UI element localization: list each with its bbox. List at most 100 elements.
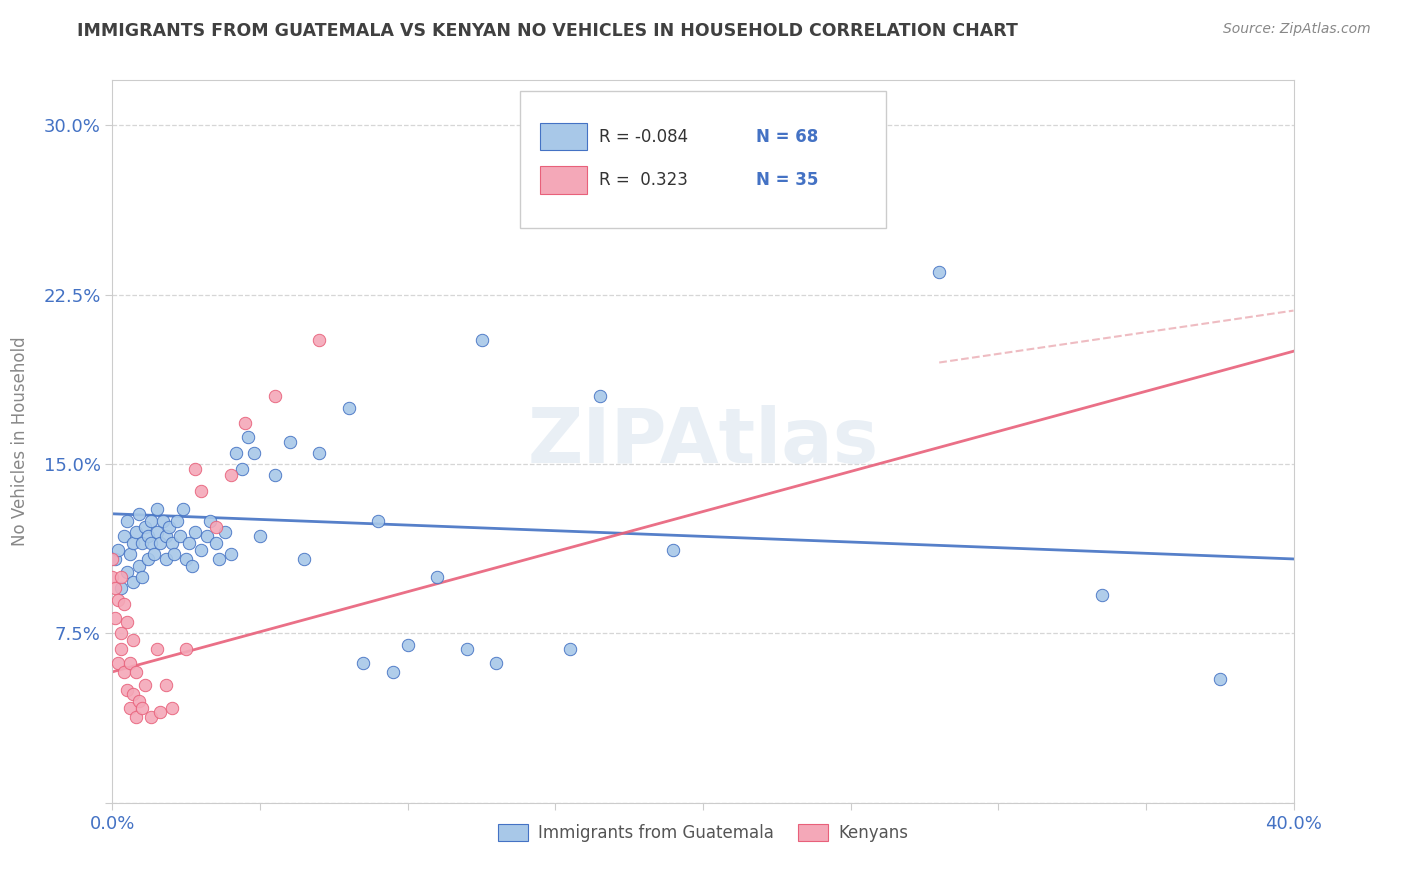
Point [233,417,256,431]
Point [308,446,330,460]
Point [125,524,148,539]
Point [101,570,124,584]
Point [142,548,165,562]
Point [208,552,231,566]
Point [110,642,132,657]
Point [278,434,301,449]
Point [122,633,145,648]
Point [117,514,138,528]
Point [184,461,207,475]
Point [1091,588,1114,602]
Point [662,542,685,557]
Point [174,642,197,657]
Point [485,656,508,670]
Point [231,461,253,475]
Point [308,333,330,347]
Text: N = 68: N = 68 [756,128,818,145]
FancyBboxPatch shape [540,123,588,151]
Point [128,558,150,573]
Point [264,389,287,403]
Point [131,701,153,715]
Point [112,529,135,543]
FancyBboxPatch shape [540,166,588,194]
Point [125,665,148,679]
Point [110,626,132,640]
Point [131,570,153,584]
Point [169,529,191,543]
Point [107,542,129,557]
Point [205,536,228,550]
Point [139,536,162,550]
Point [107,592,129,607]
Point [396,638,419,652]
Point [155,529,177,543]
Point [382,665,405,679]
Point [238,430,260,444]
Point [172,502,194,516]
Text: N = 35: N = 35 [756,171,818,189]
Point [264,468,287,483]
Text: Source: ZipAtlas.com: Source: ZipAtlas.com [1223,22,1371,37]
Point [225,446,247,460]
Point [110,582,132,596]
Point [139,514,162,528]
Point [243,446,266,460]
Point [470,333,494,347]
Point [456,642,478,657]
Point [249,529,271,543]
Point [131,536,153,550]
Point [155,552,177,566]
Point [160,701,183,715]
Point [146,524,169,539]
Point [134,678,156,692]
Point [152,514,174,528]
Point [190,542,212,557]
Point [149,536,172,550]
Point [367,514,389,528]
Point [146,642,169,657]
Point [160,536,183,550]
Point [110,570,132,584]
Text: ZIPAtlas: ZIPAtlas [527,405,879,478]
Point [117,615,138,630]
Point [352,656,374,670]
Point [104,552,127,566]
Point [928,265,950,279]
Point [128,507,150,521]
Point [337,401,360,415]
Text: IMMIGRANTS FROM GUATEMALA VS KENYAN NO VEHICLES IN HOUSEHOLD CORRELATION CHART: IMMIGRANTS FROM GUATEMALA VS KENYAN NO V… [77,22,1018,40]
Point [214,524,236,539]
Point [184,524,207,539]
Point [155,678,177,692]
Point [181,558,204,573]
Point [149,706,172,720]
Point [134,520,156,534]
Point [163,548,186,562]
Point [120,548,142,562]
FancyBboxPatch shape [520,91,886,228]
Point [157,520,180,534]
Point [179,536,201,550]
Point [112,665,135,679]
Point [219,468,242,483]
Point [146,502,169,516]
Point [122,536,145,550]
Point [574,209,596,223]
Text: R =  0.323: R = 0.323 [599,171,688,189]
Point [136,529,159,543]
Point [122,687,145,701]
Point [122,574,145,589]
Point [426,570,449,584]
Point [198,514,221,528]
Point [120,656,142,670]
Point [117,566,138,580]
Point [219,548,242,562]
Point [292,552,315,566]
Point [104,610,127,624]
Point [205,520,228,534]
Point [174,552,197,566]
Point [190,484,212,499]
Point [139,710,162,724]
Point [128,694,150,708]
Point [120,701,142,715]
